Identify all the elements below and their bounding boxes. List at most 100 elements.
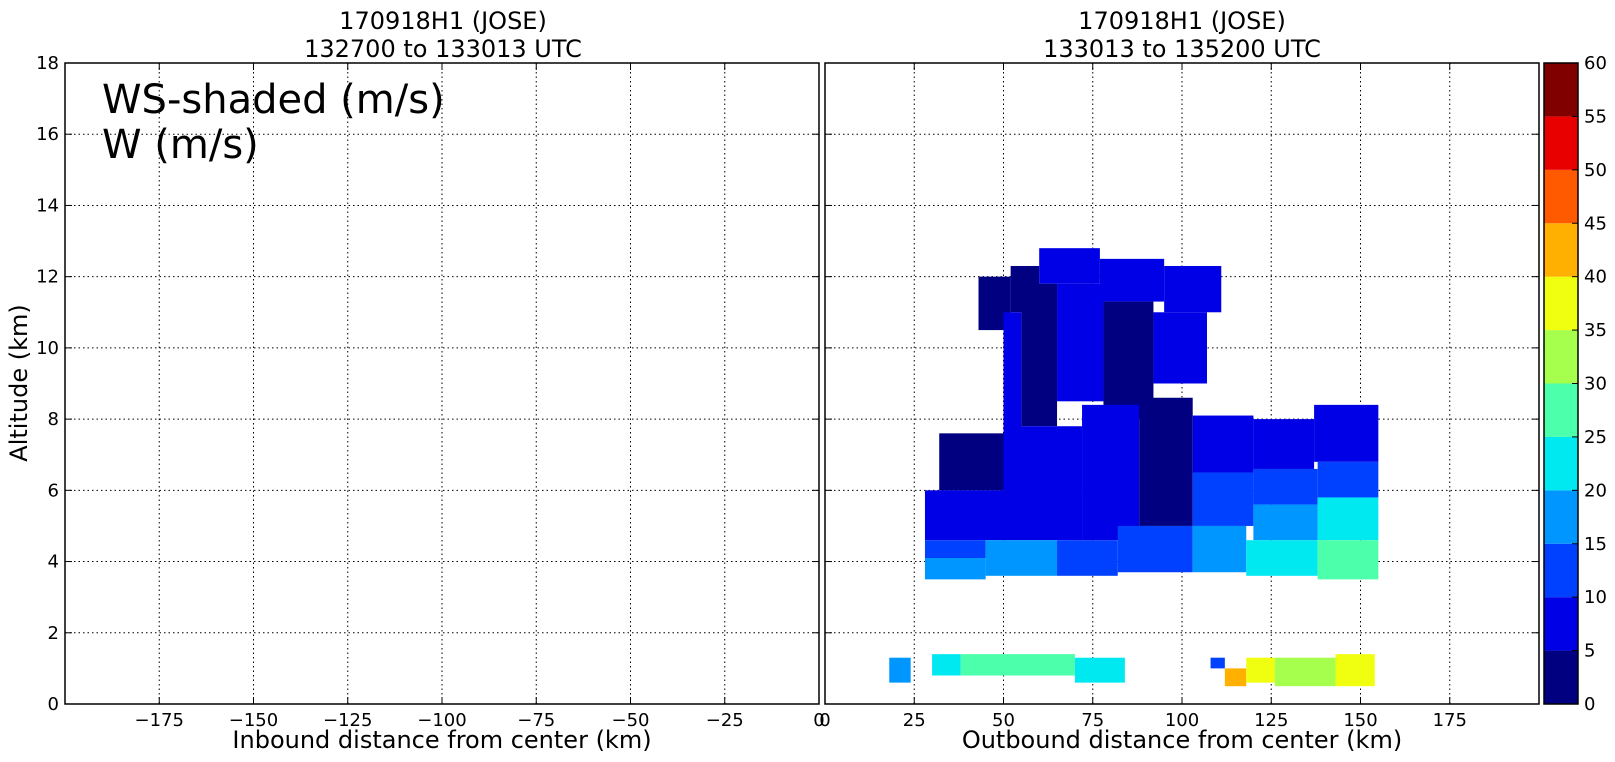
colorbar-tick-label: 25 (1584, 427, 1607, 448)
colorbar-block (1544, 116, 1578, 170)
colorbar-tick-label: 30 (1584, 374, 1607, 395)
x-tick-label: −50 (612, 710, 650, 731)
x-tick-label: −25 (706, 710, 744, 731)
right-title-line1: 170918H1 (JOSE) (1078, 7, 1286, 35)
colorbar-tick-label: 20 (1584, 480, 1607, 501)
left-annotation-line1: WS-shaded (m/s) (102, 77, 445, 123)
x-tick-label: 175 (1433, 710, 1467, 731)
colorbar-block (1544, 383, 1578, 437)
heatmap-cell (1253, 468, 1318, 505)
heatmap-cell (960, 654, 1075, 676)
heatmap-cell (1335, 654, 1375, 687)
colorbar-block (1544, 223, 1578, 277)
colorbar-tick-label: 40 (1584, 267, 1607, 288)
y-tick-label: 16 (36, 124, 59, 145)
colorbar-block (1544, 330, 1578, 384)
colorbar-ticks: 0 5 10 15 20 25 30 35 40 45 50 55 60 (1572, 53, 1607, 715)
x-tick-label: 25 (903, 710, 926, 731)
right-heatmap-cells (889, 248, 1379, 687)
x-tick-label: −125 (323, 710, 372, 731)
heatmap-cell (1192, 525, 1247, 573)
colorbar-block (1544, 169, 1578, 224)
y-tick-label: 4 (48, 552, 59, 573)
heatmap-cell (1164, 265, 1222, 313)
heatmap-cell (1192, 415, 1254, 473)
x-tick-label: 50 (992, 710, 1015, 731)
heatmap-cell (1246, 657, 1275, 683)
x-tick-label: 125 (1254, 710, 1288, 731)
right-x-axis-label: Outbound distance from center (km) (962, 726, 1402, 754)
heatmap-cell (1082, 404, 1140, 541)
heatmap-cell (924, 540, 986, 558)
colorbar-block (1544, 490, 1578, 544)
heatmap-cell (924, 557, 986, 580)
heatmap-cell (1224, 668, 1247, 687)
colorbar-block (1544, 276, 1578, 331)
colorbar-tick-label: 60 (1584, 53, 1607, 74)
y-tick-label: 8 (48, 409, 59, 430)
heatmap-cell (1039, 248, 1100, 284)
colorbar-tick-label: 10 (1584, 587, 1607, 608)
heatmap-cell (1003, 426, 1083, 541)
right-y-ticks (825, 62, 1539, 705)
colorbar-tick-label: 15 (1584, 534, 1607, 555)
heatmap-cell (1246, 540, 1318, 576)
heatmap-cell (932, 654, 961, 676)
colorbar-block (1544, 436, 1578, 491)
heatmap-cell (985, 540, 1058, 576)
heatmap-cell (1253, 419, 1315, 469)
y-tick-label: 10 (36, 338, 59, 359)
colorbar-block (1544, 63, 1578, 117)
heatmap-cell (1317, 540, 1379, 580)
heatmap-cell (1253, 504, 1318, 541)
heatmap-cell (1317, 461, 1379, 498)
colorbar: 0 5 10 15 20 25 30 35 40 45 50 55 60 (1543, 53, 1607, 715)
heatmap-cell (1099, 258, 1165, 302)
x-tick-label: −100 (417, 710, 466, 731)
colorbar-block (1544, 597, 1578, 651)
x-tick-label: 0 (813, 710, 824, 731)
left-x-axis-label: Inbound distance from center (km) (232, 726, 651, 754)
heatmap-cell (1153, 312, 1207, 384)
y-tick-label: 2 (48, 623, 59, 644)
left-title-line2: 132700 to 133013 UTC (304, 35, 582, 63)
x-tick-label: 100 (1165, 710, 1199, 731)
heatmap-cell (924, 490, 1004, 541)
heatmap-cell (1192, 472, 1254, 526)
colorbar-tick-label: 0 (1584, 694, 1595, 715)
left-title-line1: 170918H1 (JOSE) (339, 7, 547, 35)
x-tick-label: 150 (1343, 710, 1377, 731)
y-tick-label: 18 (36, 53, 59, 74)
heatmap-cell (1074, 657, 1125, 683)
colorbar-tick-label: 35 (1584, 320, 1607, 341)
y-axis-label: Altitude (km) (5, 304, 33, 461)
colorbar-block (1544, 543, 1578, 598)
colorbar-block (1544, 650, 1578, 704)
x-tick-label: −150 (229, 710, 278, 731)
left-y-ticks: 0 2 4 6 8 10 12 14 16 18 (36, 53, 819, 715)
heatmap-cell (1314, 404, 1379, 462)
heatmap-cell (1139, 397, 1193, 526)
x-tick-label: −175 (135, 710, 184, 731)
colorbar-blocks (1544, 63, 1578, 704)
x-tick-label: −75 (517, 710, 555, 731)
heatmap-cell (939, 433, 1004, 491)
left-panel: 170918H1 (JOSE) 132700 to 133013 UTC −17… (5, 7, 825, 754)
heatmap-cell (1210, 657, 1225, 669)
heatmap-cell (1057, 540, 1118, 576)
colorbar-tick-label: 5 (1584, 641, 1595, 662)
right-panel: 170918H1 (JOSE) 133013 to 135200 UTC 0 25… (819, 7, 1540, 754)
left-annotation-line2: W (m/s) (102, 122, 259, 168)
colorbar-tick-label: 50 (1584, 160, 1607, 181)
y-tick-label: 14 (36, 195, 59, 216)
heatmap-cell (1317, 497, 1379, 541)
x-tick-label: 75 (1081, 710, 1104, 731)
y-tick-label: 0 (48, 694, 59, 715)
heatmap-cell (1117, 525, 1193, 573)
heatmap-cell (1057, 283, 1104, 402)
colorbar-tick-label: 45 (1584, 213, 1607, 234)
colorbar-tick-label: 55 (1584, 106, 1607, 127)
right-x-ticks: 0 25 50 75 100 125 150 175 (819, 63, 1467, 731)
y-tick-label: 12 (36, 267, 59, 288)
